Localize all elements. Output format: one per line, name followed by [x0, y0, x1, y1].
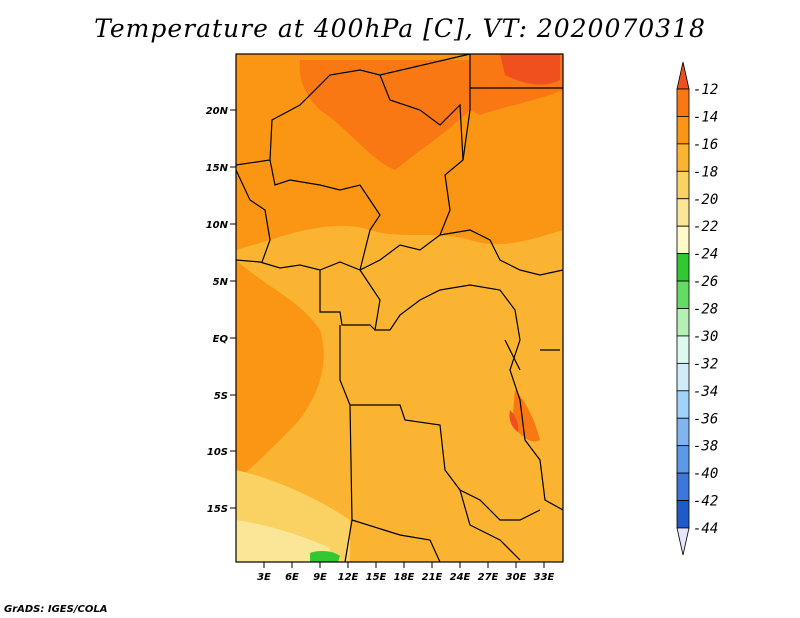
lat-labels: 20N 15N 10N 5N EQ 5S 10S 15S [206, 106, 229, 515]
lon-tick-label: 30E [506, 572, 527, 583]
lat-tick-label: 5N [213, 277, 229, 288]
colorbar-label: -32 [693, 356, 718, 372]
lon-tick-label: 33E [534, 572, 555, 583]
colorbar-label: -40 [693, 466, 718, 482]
colorbar-label: -16 [693, 137, 718, 153]
colorbar-bottom-arrow [676, 527, 690, 556]
lat-tick-label: 5S [214, 391, 228, 402]
lat-axis [230, 109, 236, 509]
colorbar-label: -18 [693, 164, 718, 180]
temperature-field [236, 54, 563, 562]
country-borders [235, 53, 564, 563]
map-frame [235, 53, 564, 563]
colorbar: -12 -14 -16 -18 -20 -22 -24 -26 -28 -30 -32 -34 -36 -… [676, 61, 718, 556]
lon-axis [263, 562, 545, 568]
colorbar-label: -24 [693, 247, 718, 263]
colorbar-cell [676, 198, 690, 227]
lon-tick-label: 12E [338, 572, 359, 583]
lat-tick-label: 15S [207, 504, 228, 515]
colorbar-cell [676, 390, 690, 419]
lon-tick-label: 18E [394, 572, 415, 583]
colorbar-label: -36 [693, 411, 718, 427]
lat-tick-label: EQ [213, 334, 229, 345]
colorbar-label: -42 [693, 494, 718, 510]
lon-tick-label: 24E [450, 572, 471, 583]
colorbar-cell [676, 417, 690, 447]
lat-tick-label: 20N [206, 106, 229, 117]
colorbar-cell [676, 362, 690, 392]
colorbar-cell [676, 472, 690, 501]
lon-tick-label: 3E [257, 572, 271, 583]
colorbar-cell [676, 88, 690, 117]
lon-tick-label: 9E [313, 572, 327, 583]
colorbar-label: -34 [693, 384, 718, 400]
colorbar-cell [676, 253, 690, 282]
lon-labels: 3E 6E 9E 12E 15E 18E 21E 24E 27E 30E 33E [257, 572, 554, 583]
colorbar-label: -14 [693, 109, 718, 125]
page-title: Temperature at 400hPa [C], VT: 202007031… [94, 14, 706, 43]
colorbar-label: -44 [693, 521, 718, 537]
lon-tick-label: 6E [285, 572, 299, 583]
colorbar-cell [676, 170, 690, 200]
colorbar-label: -38 [693, 439, 718, 455]
colorbar-label: -20 [693, 192, 718, 208]
colorbar-cell [676, 445, 690, 474]
colorbar-cell [676, 225, 690, 255]
colorbar-cell [676, 280, 690, 309]
colorbar-cell [676, 143, 690, 172]
colorbar-cell [676, 500, 690, 529]
lon-tick-label: 27E [478, 572, 499, 583]
colorbar-label: -28 [693, 302, 718, 318]
lat-tick-label: 10N [206, 220, 229, 231]
colorbar-top-arrow [676, 61, 690, 90]
lon-tick-label: 21E [422, 572, 443, 583]
lat-tick-label: 15N [206, 163, 229, 174]
colorbar-label: -26 [693, 274, 718, 290]
colorbar-label: -30 [693, 329, 718, 345]
colorbar-label: -22 [693, 219, 718, 235]
footer-credit: GrADS: IGES/COLA [4, 604, 108, 615]
colorbar-cell [676, 308, 690, 337]
lon-tick-label: 15E [366, 572, 387, 583]
lat-tick-label: 10S [207, 447, 228, 458]
colorbar-cell [676, 116, 690, 145]
colorbar-label: -12 [693, 82, 718, 98]
colorbar-cell [676, 335, 690, 364]
